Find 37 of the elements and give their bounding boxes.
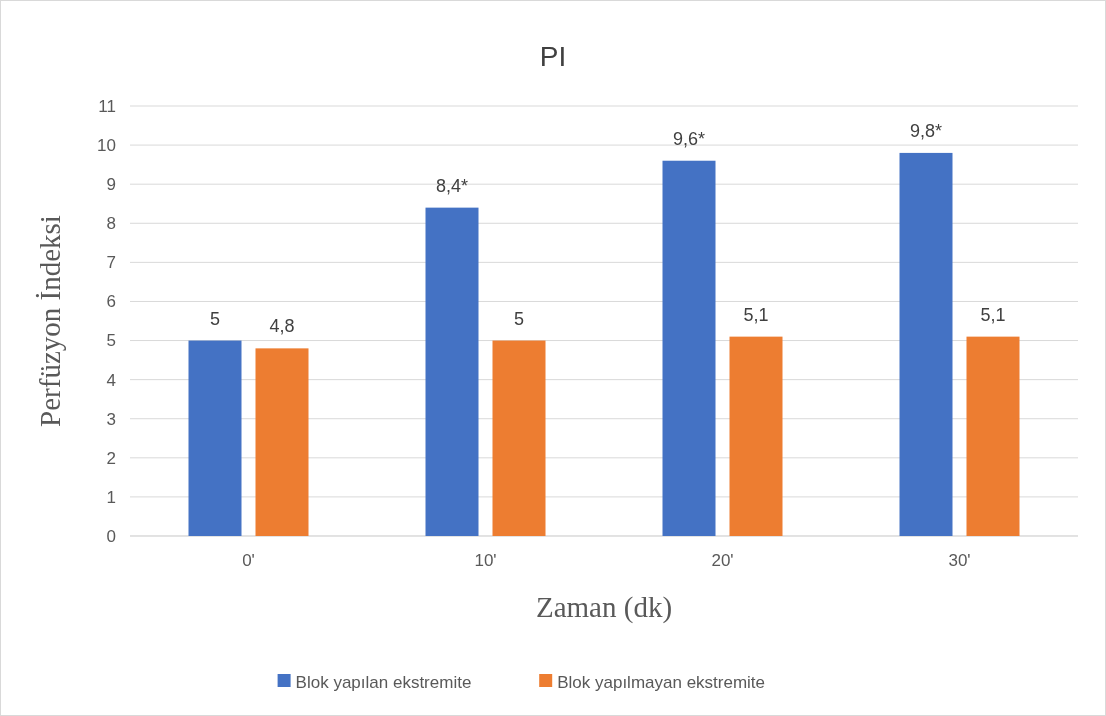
x-tick-label: 10': [474, 551, 497, 570]
y-tick-label: 2: [106, 448, 116, 468]
x-tick-label: 20': [711, 551, 734, 570]
y-axis-title: Perfüzyon İndeksi: [34, 215, 66, 427]
y-tick-label: 1: [106, 487, 116, 507]
bar: [729, 336, 783, 536]
bar: [966, 336, 1020, 536]
x-axis-title: Zaman (dk): [535, 591, 673, 624]
bar: [255, 348, 309, 536]
bar: [425, 207, 479, 536]
y-tick-label: 6: [106, 292, 116, 312]
data-label: 8,4*: [435, 175, 469, 196]
y-tick-label: 7: [106, 253, 116, 273]
data-label: 4,8: [269, 316, 295, 337]
data-label: 5,1: [743, 304, 769, 325]
bar: [492, 340, 546, 536]
y-tick-label: 4: [106, 370, 116, 390]
data-label: 5,1: [980, 304, 1006, 325]
bar: [188, 340, 242, 536]
y-tick-label: 0: [106, 526, 116, 546]
y-tick-label: 9: [106, 175, 116, 195]
y-tick-label: 10: [97, 136, 116, 156]
bar: [899, 152, 953, 536]
bar: [662, 160, 716, 536]
x-tick-label: 30': [948, 551, 971, 570]
data-label: 9,6*: [672, 128, 706, 149]
legend-label: Blok yapılmayan ekstremite: [557, 672, 766, 692]
data-label: 5: [209, 308, 221, 329]
x-tick-label: 0': [242, 551, 255, 570]
legend-label: Blok yapılan ekstremite: [295, 672, 472, 692]
chart-title: PI: [539, 41, 567, 72]
y-tick-label: 8: [106, 214, 116, 234]
y-tick-label: 5: [106, 331, 116, 351]
data-label: 9,8*: [909, 120, 943, 141]
y-tick-label: 11: [98, 96, 116, 116]
data-label: 5: [513, 308, 525, 329]
y-tick-label: 3: [106, 409, 116, 429]
